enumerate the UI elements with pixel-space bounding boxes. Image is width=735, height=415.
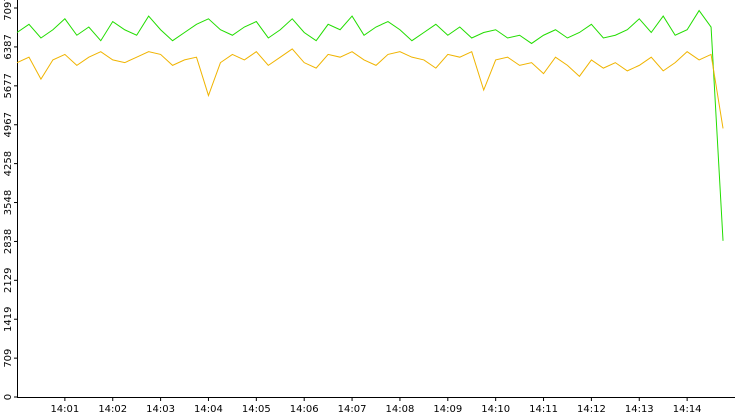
y-tick-label: 4967 [3, 112, 14, 137]
x-tick-label: 14:05 [242, 404, 271, 415]
y-tick-label: 1419 [3, 306, 14, 331]
x-tick-label: 14:06 [290, 404, 319, 415]
x-tick-label: 14:13 [625, 404, 654, 415]
x-tick-label: 14:11 [529, 404, 558, 415]
x-tick-label: 14:01 [50, 404, 79, 415]
y-tick-label: 5677 [3, 73, 14, 98]
x-tick-label: 14:10 [481, 404, 510, 415]
x-tick-label: 14:02 [98, 404, 127, 415]
y-tick-label: 2129 [3, 268, 14, 293]
x-tick-label: 14:09 [433, 404, 462, 415]
y-tick-label: 4258 [3, 151, 14, 176]
series-line [16, 48, 724, 129]
y-tick-label: 0 [3, 394, 14, 400]
y-tick-label: 2838 [3, 229, 14, 254]
y-tick-label: 709 [3, 349, 14, 368]
x-tick-label: 14:04 [194, 404, 223, 415]
x-tick-label: 14:12 [577, 404, 606, 415]
x-tick-label: 14:03 [146, 404, 175, 415]
x-tick-label: 14:14 [673, 404, 702, 415]
series-line [16, 9, 724, 241]
y-tick-label: 7097 [3, 0, 14, 21]
x-tick-label: 14:08 [386, 404, 415, 415]
y-tick-label: 6387 [3, 34, 14, 59]
y-tick-label: 3548 [3, 190, 14, 215]
x-tick-label: 14:07 [338, 404, 367, 415]
